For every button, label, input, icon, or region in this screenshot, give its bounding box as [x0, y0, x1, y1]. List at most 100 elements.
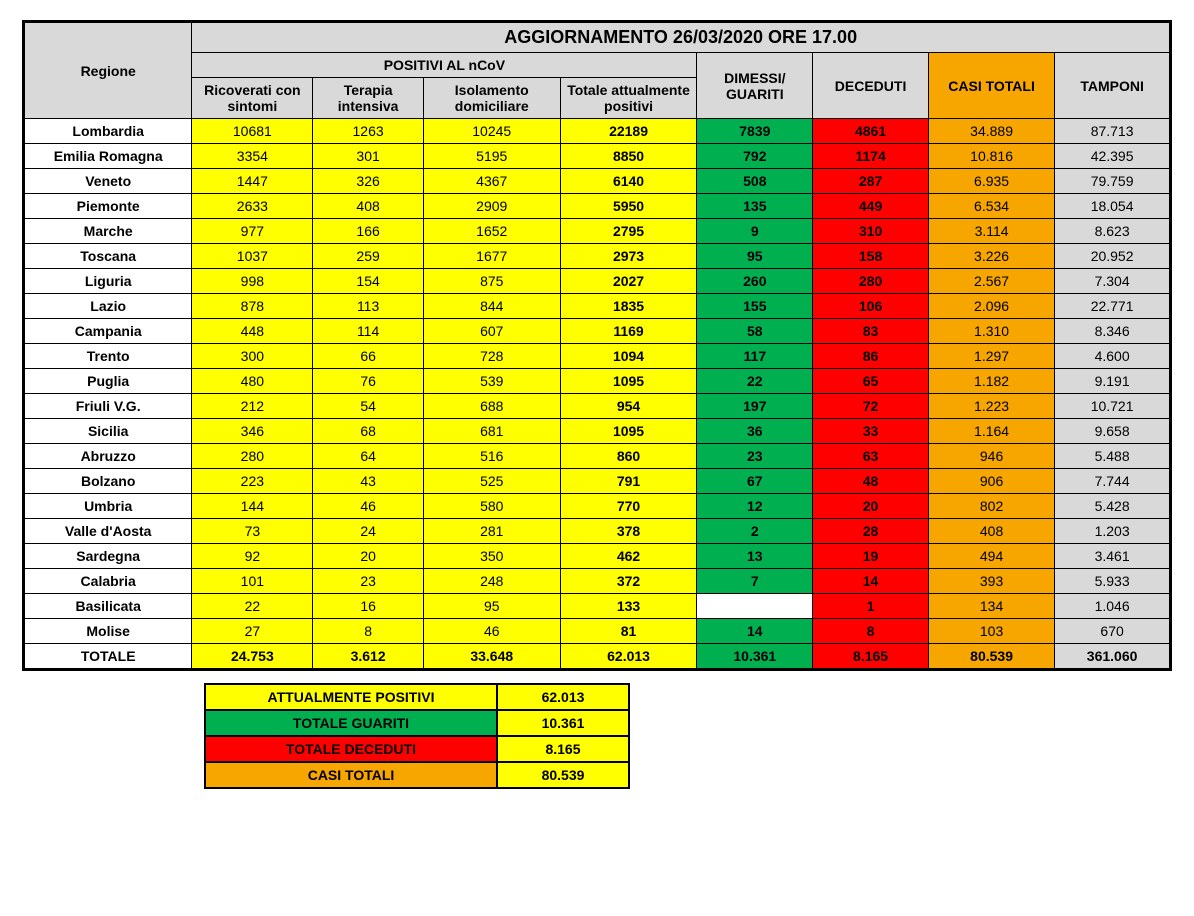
cell-deceduti: 449	[813, 194, 929, 219]
cell-tamponi: 4.600	[1055, 344, 1171, 369]
cell-terapia: 76	[313, 369, 423, 394]
cell-isolamento: 728	[423, 344, 560, 369]
cell-terapia: 8	[313, 619, 423, 644]
cell-tamponi: 5.933	[1055, 569, 1171, 594]
cell-tamponi: 42.395	[1055, 144, 1171, 169]
hdr-regione: Regione	[24, 22, 192, 119]
table-row: Veneto1447326436761405082876.93579.759	[24, 169, 1171, 194]
cell-deceduti: 65	[813, 369, 929, 394]
hdr-ricoverati: Ricoverati con sintomi	[192, 78, 313, 119]
cell-terapia: 68	[313, 419, 423, 444]
cell-guariti: 117	[697, 344, 813, 369]
cell-guariti: 14	[697, 619, 813, 644]
cell-terapia: 20	[313, 544, 423, 569]
cell-region: Abruzzo	[24, 444, 192, 469]
cell-terapia: 259	[313, 244, 423, 269]
table-row: Valle d'Aosta73242813782284081.203	[24, 519, 1171, 544]
cell-isolamento: 688	[423, 394, 560, 419]
cell-region: Liguria	[24, 269, 192, 294]
summary-row: CASI TOTALI80.539	[205, 762, 629, 788]
table-row: Emilia Romagna335430151958850792117410.8…	[24, 144, 1171, 169]
cell-region: Umbria	[24, 494, 192, 519]
cell-region: Puglia	[24, 369, 192, 394]
cell-guariti: 10.361	[697, 644, 813, 670]
cell-guariti: 9	[697, 219, 813, 244]
cell-ricoverati: 73	[192, 519, 313, 544]
cell-totale-pos: 2973	[560, 244, 697, 269]
cell-tamponi: 79.759	[1055, 169, 1171, 194]
cell-tamponi: 22.771	[1055, 294, 1171, 319]
cell-isolamento: 350	[423, 544, 560, 569]
table-row: Sardegna922035046213194943.461	[24, 544, 1171, 569]
cell-deceduti: 287	[813, 169, 929, 194]
cell-tamponi: 1.203	[1055, 519, 1171, 544]
cell-tamponi: 361.060	[1055, 644, 1171, 670]
cell-region: Sicilia	[24, 419, 192, 444]
cell-guariti	[697, 594, 813, 619]
cell-terapia: 43	[313, 469, 423, 494]
cell-casi-totali: 1.164	[928, 419, 1054, 444]
table-row-total: TOTALE24.7533.61233.64862.01310.3618.165…	[24, 644, 1171, 670]
cell-ricoverati: 448	[192, 319, 313, 344]
summary-label: TOTALE GUARITI	[205, 710, 497, 736]
cell-casi-totali: 946	[928, 444, 1054, 469]
cell-totale-pos: 5950	[560, 194, 697, 219]
cell-deceduti: 48	[813, 469, 929, 494]
cell-ricoverati: 480	[192, 369, 313, 394]
table-row: Molise2784681148103670	[24, 619, 1171, 644]
cell-region: Toscana	[24, 244, 192, 269]
cell-tamponi: 18.054	[1055, 194, 1171, 219]
cell-isolamento: 516	[423, 444, 560, 469]
cell-tamponi: 3.461	[1055, 544, 1171, 569]
hdr-positivi-group: POSITIVI AL nCoV	[192, 53, 697, 78]
cell-totale-pos: 770	[560, 494, 697, 519]
cell-guariti: 23	[697, 444, 813, 469]
table-row: Trento300667281094117861.2974.600	[24, 344, 1171, 369]
cell-ricoverati: 1447	[192, 169, 313, 194]
cell-deceduti: 158	[813, 244, 929, 269]
cell-tamponi: 670	[1055, 619, 1171, 644]
cell-guariti: 792	[697, 144, 813, 169]
hdr-deceduti: DECEDUTI	[813, 53, 929, 119]
cell-totale-pos: 462	[560, 544, 697, 569]
cell-terapia: 46	[313, 494, 423, 519]
hdr-totale-pos: Totale attualmente positivi	[560, 78, 697, 119]
cell-guariti: 2	[697, 519, 813, 544]
table-header: Regione AGGIORNAMENTO 26/03/2020 ORE 17.…	[24, 22, 1171, 119]
cell-casi-totali: 34.889	[928, 119, 1054, 144]
cell-ricoverati: 1037	[192, 244, 313, 269]
cell-region: Veneto	[24, 169, 192, 194]
cell-tamponi: 9.191	[1055, 369, 1171, 394]
table-body: Lombardia10681126310245221897839486134.8…	[24, 119, 1171, 670]
cell-casi-totali: 103	[928, 619, 1054, 644]
cell-terapia: 24	[313, 519, 423, 544]
cell-isolamento: 95	[423, 594, 560, 619]
cell-totale-pos: 1095	[560, 419, 697, 444]
cell-terapia: 113	[313, 294, 423, 319]
summary-value: 10.361	[497, 710, 629, 736]
cell-deceduti: 1	[813, 594, 929, 619]
cell-casi-totali: 10.816	[928, 144, 1054, 169]
report-container: Regione AGGIORNAMENTO 26/03/2020 ORE 17.…	[22, 20, 1172, 789]
summary-label: ATTUALMENTE POSITIVI	[205, 684, 497, 710]
cell-region: Lombardia	[24, 119, 192, 144]
table-row: Campania448114607116958831.3108.346	[24, 319, 1171, 344]
cell-guariti: 67	[697, 469, 813, 494]
cell-guariti: 197	[697, 394, 813, 419]
summary-value: 80.539	[497, 762, 629, 788]
cell-tamponi: 87.713	[1055, 119, 1171, 144]
cell-isolamento: 248	[423, 569, 560, 594]
cell-deceduti: 8	[813, 619, 929, 644]
cell-casi-totali: 134	[928, 594, 1054, 619]
cell-terapia: 1263	[313, 119, 423, 144]
cell-guariti: 95	[697, 244, 813, 269]
cell-casi-totali: 2.096	[928, 294, 1054, 319]
cell-deceduti: 83	[813, 319, 929, 344]
cell-totale-pos: 2027	[560, 269, 697, 294]
cell-deceduti: 19	[813, 544, 929, 569]
table-row: Liguria99815487520272602802.5677.304	[24, 269, 1171, 294]
summary-table: ATTUALMENTE POSITIVI62.013TOTALE GUARITI…	[204, 683, 630, 789]
cell-ricoverati: 144	[192, 494, 313, 519]
cell-deceduti: 8.165	[813, 644, 929, 670]
cell-totale-pos: 6140	[560, 169, 697, 194]
